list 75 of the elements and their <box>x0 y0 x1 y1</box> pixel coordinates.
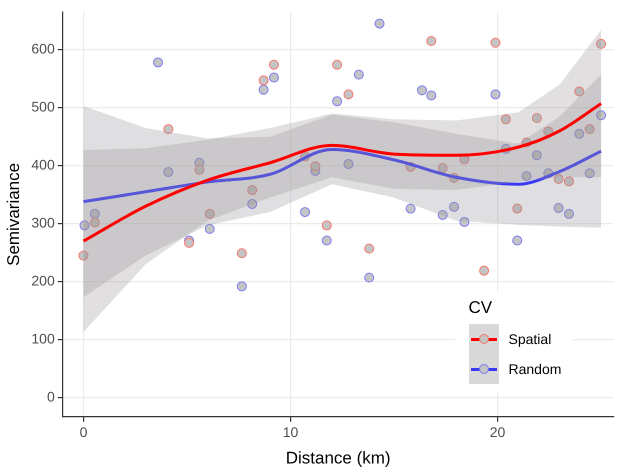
y-tick-label: 500 <box>31 98 55 115</box>
x-tick-label: 20 <box>490 424 506 440</box>
x-axis-title: Distance (km) <box>286 448 391 468</box>
point <box>343 158 354 169</box>
point <box>80 220 90 230</box>
point <box>354 70 364 80</box>
point <box>343 89 354 100</box>
point <box>490 89 500 100</box>
point <box>204 224 215 234</box>
point <box>184 238 194 248</box>
y-tick-label: 0 <box>46 388 55 405</box>
y-tick-label: 400 <box>31 156 55 173</box>
point <box>300 207 310 218</box>
point <box>596 38 606 49</box>
point <box>500 114 511 124</box>
y-tick-label: 200 <box>31 272 55 289</box>
point <box>247 185 258 196</box>
point <box>522 171 532 182</box>
point <box>204 208 215 219</box>
line-series <box>82 148 603 204</box>
point <box>479 266 490 276</box>
point <box>322 236 332 246</box>
point <box>310 161 320 172</box>
point <box>90 208 100 219</box>
line-series <box>82 102 603 243</box>
point <box>532 150 542 160</box>
point <box>194 164 204 175</box>
point <box>554 174 564 184</box>
point <box>258 75 269 86</box>
point <box>163 167 174 178</box>
x-tick-label: 0 <box>80 424 88 440</box>
legend-label: Spatial <box>508 330 552 347</box>
point <box>584 124 595 134</box>
point <box>449 202 460 212</box>
point <box>574 128 584 139</box>
point <box>247 198 258 209</box>
point <box>574 86 584 96</box>
point <box>564 176 574 186</box>
point <box>406 204 416 214</box>
point <box>564 208 574 219</box>
point <box>532 113 542 124</box>
point <box>459 216 470 227</box>
point <box>438 163 448 174</box>
point <box>268 72 279 83</box>
point <box>332 60 342 70</box>
y-tick-label: 100 <box>31 330 55 347</box>
point <box>78 250 88 261</box>
point <box>364 244 374 254</box>
legend-label: Random <box>508 360 562 377</box>
y-tick-label: 600 <box>31 40 55 57</box>
point <box>322 220 332 230</box>
point <box>584 168 595 178</box>
y-tick-label: 300 <box>31 214 55 231</box>
point <box>512 236 522 246</box>
legend-title: CV <box>468 298 494 318</box>
point <box>153 57 163 68</box>
point <box>90 218 100 228</box>
point <box>416 85 427 96</box>
point <box>332 96 342 106</box>
point <box>512 204 522 214</box>
point <box>236 248 247 258</box>
point <box>236 281 247 292</box>
point <box>364 272 374 283</box>
point <box>374 18 385 29</box>
point <box>163 124 174 134</box>
point <box>426 36 436 46</box>
x-tick-label: 10 <box>282 424 299 440</box>
y-axis-title: Semivariance <box>4 162 23 266</box>
point <box>426 90 436 101</box>
point <box>490 38 500 48</box>
point <box>268 60 279 70</box>
point <box>554 203 564 214</box>
point <box>596 110 606 120</box>
point <box>438 210 448 220</box>
point <box>258 84 269 95</box>
